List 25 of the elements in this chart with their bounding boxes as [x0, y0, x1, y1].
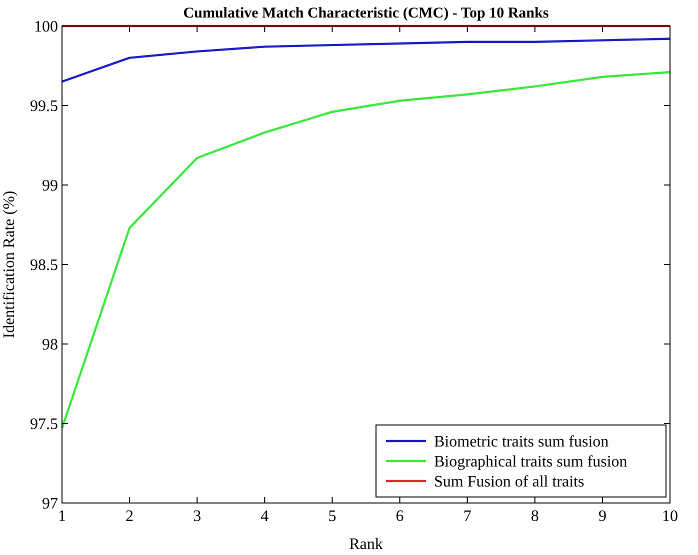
y-tick-label: 97.5 — [30, 416, 58, 434]
legend-label: Biographical traits sum fusion — [434, 454, 628, 471]
y-tick-label: 97 — [42, 496, 58, 513]
y-tick-label: 99.5 — [30, 98, 58, 116]
x-tick-label: 3 — [193, 508, 202, 525]
legend-label: Biometric traits sum fusion — [434, 434, 609, 451]
line-series — [60, 71, 672, 430]
y-tick-label: 99 — [42, 178, 58, 195]
x-tick-label: 8 — [530, 508, 539, 525]
x-axis-title: Rank — [349, 536, 383, 553]
y-tick-label: 98 — [42, 336, 58, 354]
y-axis-title: Identification Rate (%) — [1, 190, 18, 338]
x-tick-label: 1 — [58, 508, 66, 525]
y-tick-label: 98.5 — [30, 257, 58, 274]
x-tick-label: 7 — [463, 508, 472, 525]
x-tick-label: 2 — [126, 508, 134, 525]
x-tick-label: 4 — [260, 508, 269, 525]
legend-label: Sum Fusion of all traits — [434, 474, 584, 491]
line-series — [60, 38, 672, 83]
x-tick-label: 6 — [396, 508, 404, 525]
chart-title: Cumulative Match Characteristic (CMC) - Top 10 Ranks — [183, 5, 549, 22]
x-tick-label: 5 — [328, 508, 336, 525]
x-tick-label: 10 — [662, 508, 678, 525]
y-tick-label: 100 — [34, 18, 58, 36]
x-tick-label: 9 — [598, 508, 606, 525]
